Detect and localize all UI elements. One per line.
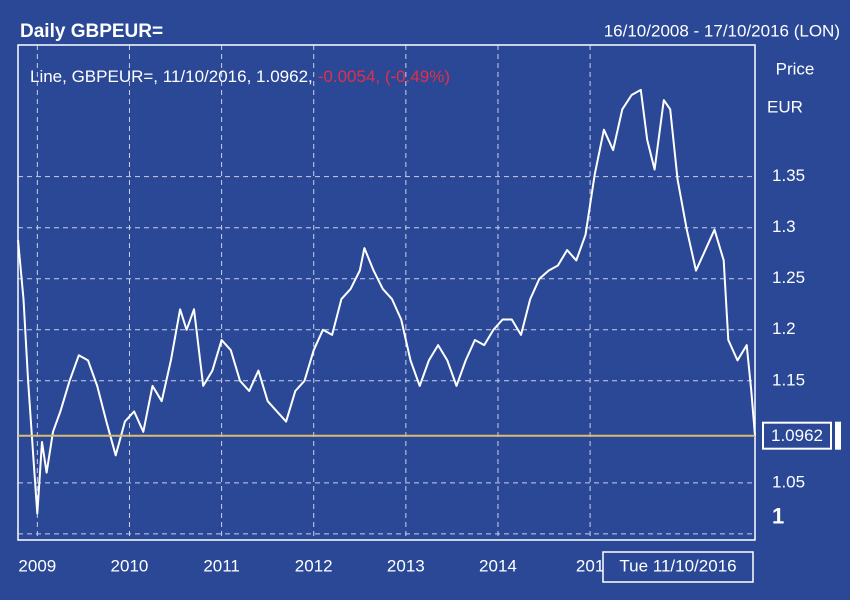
last-value-box-inner <box>764 423 830 448</box>
y-tick-label: 1.15 <box>772 370 805 389</box>
y-tick-label: 1.25 <box>772 268 805 287</box>
x-tick-label: 2010 <box>111 556 149 575</box>
y-tick-label: 1 <box>772 504 784 529</box>
x-tick-label: 201 <box>576 556 604 575</box>
y-tick-label: 1.3 <box>772 217 796 236</box>
y-axis-unit: EUR <box>767 97 803 116</box>
cursor-box <box>602 551 754 583</box>
legend-text: Line, GBPEUR=, 11/10/2016, 1.0962, <box>30 67 313 86</box>
x-tick-label: 2012 <box>295 556 333 575</box>
plot-frame <box>17 44 756 541</box>
price-line <box>17 88 756 515</box>
x-tick-label: 2013 <box>387 556 425 575</box>
chart-subtitle: 16/10/2008 - 17/10/2016 (LON) <box>604 21 840 40</box>
y-tick-label: 1.2 <box>772 319 796 338</box>
y-axis-label: Price <box>776 59 815 78</box>
chart-title: Daily GBPEUR= <box>20 21 163 42</box>
last-value-label: 1.0962 <box>771 426 823 445</box>
cursor-label: Tue 11/10/2016 <box>619 556 736 575</box>
x-tick-label: 2009 <box>18 556 56 575</box>
x-tick-label: 2011 <box>203 556 240 575</box>
axis-marker <box>835 421 841 450</box>
y-tick-label: 1.35 <box>772 166 805 185</box>
y-tick-label: 1.05 <box>772 472 805 491</box>
x-tick-label: 2014 <box>479 556 517 575</box>
legend-change: -0.0054, (-0.49%) <box>318 67 450 86</box>
legend: Line, GBPEUR=, 11/10/2016, 1.0962, -0.005… <box>30 67 450 86</box>
